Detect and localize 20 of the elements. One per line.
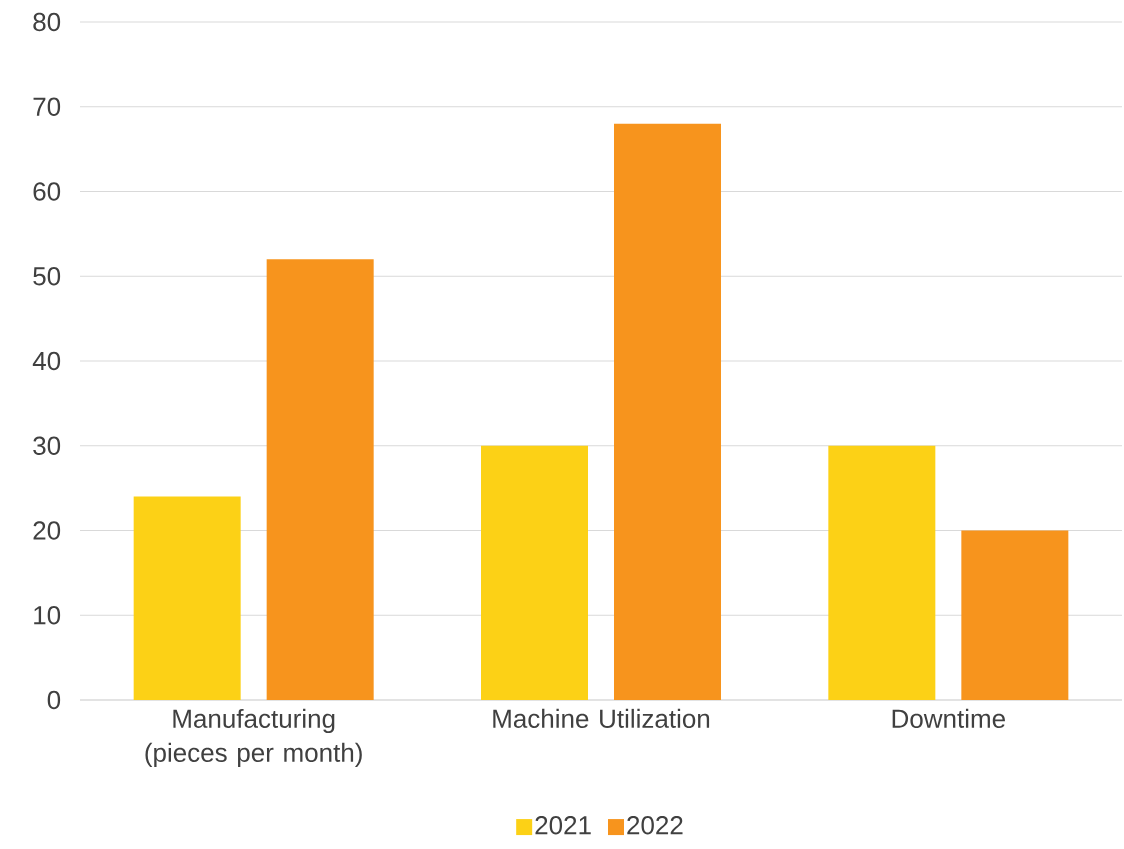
legend-label: 2021: [535, 816, 591, 835]
y-tick-label: 40: [32, 351, 61, 371]
x-tick-label: Machine Utilization: [493, 708, 710, 728]
y-tick-label: 0: [47, 690, 61, 710]
x-tick-label: Manufacturing (pieces per month): [145, 708, 362, 768]
bar: [614, 123, 721, 700]
bar: [961, 530, 1069, 700]
bar: [133, 496, 241, 700]
y-tick-label: 70: [33, 97, 61, 116]
bar: [828, 445, 936, 700]
y-tick-label: 60: [33, 182, 61, 201]
y-tick-label: 50: [33, 267, 61, 286]
y-tick-label: 30: [33, 436, 61, 455]
legend-label: 2022: [627, 816, 683, 835]
bar: [481, 445, 588, 700]
bar: [266, 259, 374, 700]
y-tick-label: 10: [34, 606, 61, 625]
x-tick-label: Downtime: [892, 708, 1005, 728]
y-tick-label: 20: [33, 521, 61, 540]
y-tick-label: 80: [33, 12, 61, 32]
